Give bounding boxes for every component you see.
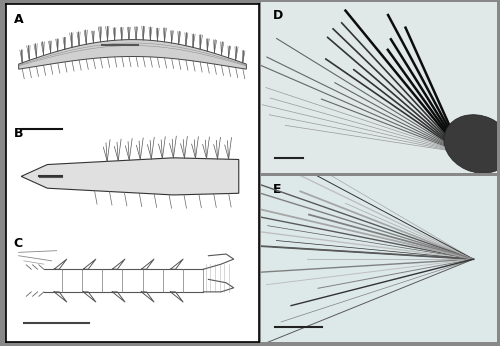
Polygon shape	[18, 39, 246, 69]
Text: C: C	[14, 237, 22, 250]
Text: B: B	[14, 127, 23, 140]
Text: D: D	[272, 9, 283, 22]
Text: A: A	[14, 12, 23, 26]
Polygon shape	[21, 158, 239, 195]
Text: E: E	[272, 183, 281, 196]
Ellipse shape	[444, 115, 500, 173]
